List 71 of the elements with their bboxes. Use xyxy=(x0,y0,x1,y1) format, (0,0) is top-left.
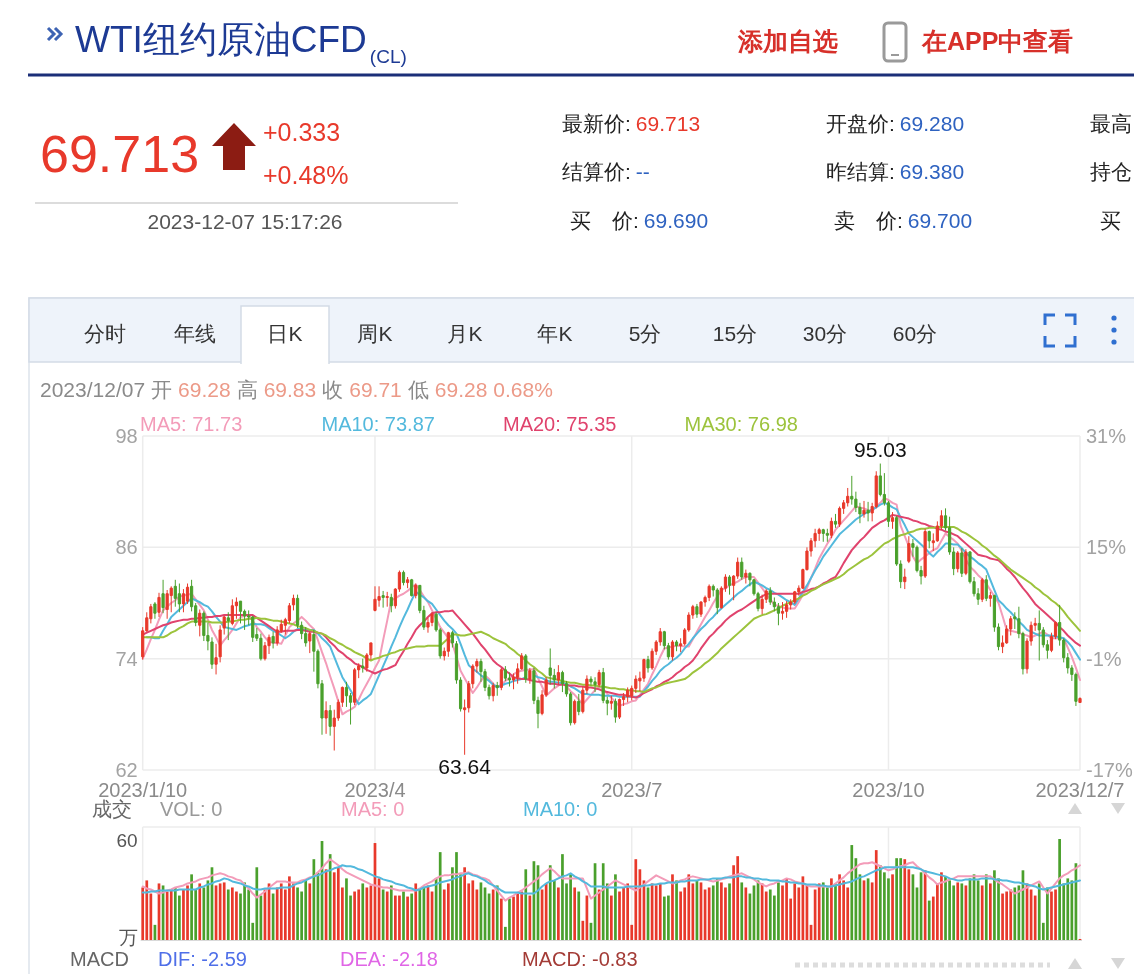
label: 年线 xyxy=(174,322,216,345)
text: 结算价: xyxy=(562,160,631,183)
text: 69.690 xyxy=(643,209,709,232)
legend: MA30: 76.98 xyxy=(684,413,798,435)
text: MACD: -0.83 xyxy=(522,948,638,970)
annotation: 收 xyxy=(322,378,344,401)
label: 30分 xyxy=(802,322,848,345)
annotation: 95.03 xyxy=(854,437,907,461)
y2tick: -17% xyxy=(1086,759,1133,781)
text: 添加自选 xyxy=(738,27,838,55)
annotation: 高 xyxy=(236,378,258,401)
title: WTI纽约原油CFD xyxy=(75,19,367,60)
text: 69.713 xyxy=(40,125,200,183)
annotation: 69.83 xyxy=(263,378,317,401)
legend: MA20: 75.35 xyxy=(503,413,617,435)
ytick: 86 xyxy=(115,536,138,559)
text: 持仓 xyxy=(1090,160,1132,183)
label: 60分 xyxy=(892,322,938,345)
annotation: 69.28 xyxy=(178,378,231,401)
xtick: 2023/4 xyxy=(344,779,406,801)
label: 15分 xyxy=(712,322,758,345)
legend: MA5: 71.73 xyxy=(140,413,243,435)
annotation: 0.68% xyxy=(493,378,553,401)
label: 月K xyxy=(447,322,483,345)
text: -- xyxy=(635,160,650,183)
legend: MA5: 0 xyxy=(341,798,405,820)
label: 分时 xyxy=(84,322,126,345)
ytick: 74 xyxy=(115,647,138,670)
text: 69.713 xyxy=(635,112,701,135)
label: 5分 xyxy=(628,322,662,345)
text: 卖 价: xyxy=(834,209,903,232)
annotation: 69.71 xyxy=(349,378,402,401)
text: 买 价: xyxy=(570,209,639,232)
text: 69.380 xyxy=(899,160,965,183)
xtick: 2023/12/7 xyxy=(1035,779,1125,801)
text: DEA: -2.18 xyxy=(340,948,438,970)
legend: MA10: 0 xyxy=(523,798,598,820)
title: 成交 xyxy=(92,798,132,820)
annotation: 60 xyxy=(116,830,138,851)
y2tick: 31% xyxy=(1086,425,1127,447)
label: 年K xyxy=(537,322,573,345)
text: 最新价: xyxy=(562,112,631,135)
text: +0.48% xyxy=(263,161,349,189)
y2tick: -1% xyxy=(1086,647,1122,670)
text: 最高 xyxy=(1090,112,1132,135)
legend: MA10: 73.87 xyxy=(321,413,435,435)
annotation: 63.64 xyxy=(438,754,491,778)
annotation: 2023/12/07 xyxy=(40,378,146,401)
annotation: 开 xyxy=(151,378,173,401)
xtick: 2023/7 xyxy=(601,779,663,801)
text: 69.700 xyxy=(907,209,973,232)
annotation: 69.28 xyxy=(434,378,488,401)
text: 69.280 xyxy=(899,112,965,135)
y2tick: 15% xyxy=(1086,536,1127,559)
text: 昨结算: xyxy=(826,160,895,183)
annotation: 万 xyxy=(118,927,138,948)
text: 开盘价: xyxy=(826,112,895,135)
label: 周K xyxy=(357,322,393,345)
ytick: 98 xyxy=(115,425,138,447)
text: 在APP中查看 xyxy=(922,27,1074,55)
text: MACD xyxy=(70,948,129,970)
text: 买 xyxy=(1100,209,1121,232)
text: DIF: -2.59 xyxy=(158,948,247,970)
text: +0.333 xyxy=(263,118,341,146)
xtick: 2023/10 xyxy=(852,779,925,801)
label: 日K xyxy=(267,322,303,345)
ytick: 62 xyxy=(115,759,138,781)
annotation: VOL: 0 xyxy=(160,798,223,820)
subtitle: (CL) xyxy=(369,46,407,67)
annotation: 低 xyxy=(407,378,429,401)
text: 2023-12-07 15:17:26 xyxy=(147,210,343,233)
